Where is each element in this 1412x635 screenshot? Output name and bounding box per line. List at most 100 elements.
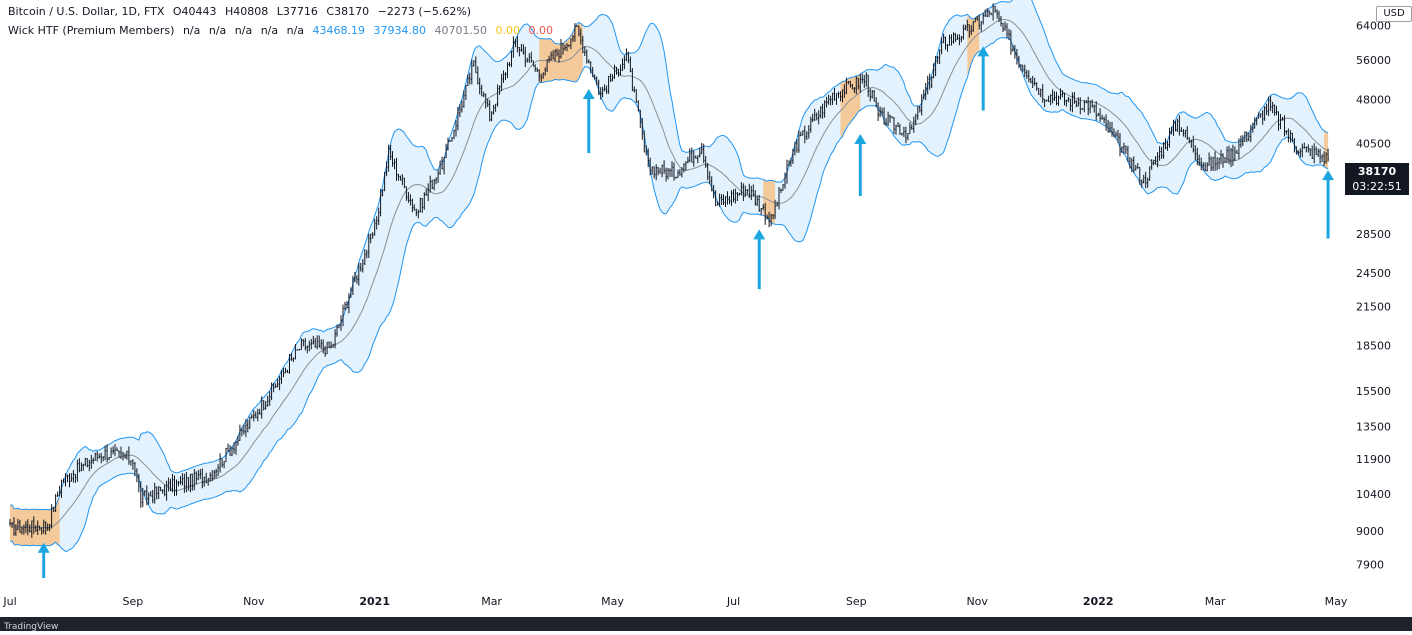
candle: [754, 190, 757, 206]
candle: [1200, 157, 1202, 171]
candle: [42, 519, 45, 534]
candle: [1198, 154, 1200, 167]
candle: [675, 176, 677, 179]
currency-badge[interactable]: USD: [1376, 6, 1412, 22]
candle: [1113, 128, 1115, 138]
candle: [702, 143, 705, 164]
candle: [1232, 144, 1234, 166]
candle: [306, 345, 309, 354]
candle: [15, 524, 17, 536]
candle: [502, 70, 505, 83]
candle: [1269, 95, 1272, 112]
candle: [1123, 142, 1125, 154]
candle: [1075, 100, 1078, 108]
candle: [1033, 77, 1036, 86]
symbol-name[interactable]: Bitcoin / U.S. Dollar, 1D, FTX: [8, 5, 165, 18]
candle: [44, 521, 47, 535]
candle: [401, 174, 404, 186]
candle: [1317, 148, 1319, 157]
candle: [1295, 146, 1298, 155]
candle: [149, 491, 152, 497]
candle: [1131, 158, 1133, 172]
candle: [496, 84, 499, 107]
candle: [1279, 114, 1282, 130]
candle: [815, 112, 818, 121]
candle: [808, 125, 810, 139]
x-tick-label: Mar: [1205, 595, 1226, 608]
candle: [948, 34, 951, 46]
candle: [905, 126, 907, 144]
candle: [253, 410, 255, 422]
candle: [183, 473, 186, 493]
change-value: −2273 (−5.62%): [377, 5, 472, 18]
candle: [469, 72, 471, 85]
indicator-name[interactable]: Wick HTF (Premium Members): [8, 24, 175, 37]
candle: [482, 91, 485, 98]
candle: [837, 91, 840, 99]
candle: [1267, 96, 1270, 116]
candle: [810, 116, 812, 133]
candle: [978, 14, 980, 30]
candle: [1109, 121, 1111, 133]
candle: [195, 471, 198, 485]
candle: [556, 48, 558, 57]
candle: [1111, 121, 1113, 137]
candle: [661, 164, 663, 178]
candle: [272, 382, 275, 393]
candle: [643, 130, 646, 153]
candle: [794, 141, 796, 156]
candle: [1053, 91, 1056, 101]
candle: [1107, 119, 1109, 133]
candle: [851, 84, 854, 90]
candle: [819, 106, 822, 119]
x-tick-label: Sep: [846, 595, 867, 608]
candle: [74, 473, 77, 483]
na-value-1: n/a: [182, 24, 201, 37]
candle: [802, 130, 804, 136]
candle: [433, 179, 435, 191]
candle: [1313, 143, 1315, 164]
candle: [391, 151, 394, 167]
candle: [314, 337, 316, 348]
candle: [1212, 156, 1214, 171]
candle: [756, 195, 758, 206]
candle: [266, 395, 269, 407]
candle: [1035, 82, 1038, 91]
candle: [419, 197, 422, 213]
candle: [441, 156, 443, 170]
tradingview-logo[interactable]: TradingView: [4, 622, 59, 631]
last-price-tag: 38170 03:22:51: [1345, 163, 1409, 195]
candle: [827, 94, 830, 105]
candle: [762, 204, 764, 211]
candle: [1125, 145, 1127, 154]
candle: [1091, 99, 1093, 108]
candle: [324, 346, 326, 357]
candle: [358, 262, 360, 286]
candle: [167, 477, 170, 492]
candle: [542, 72, 544, 79]
candle: [237, 435, 239, 446]
candle: [742, 183, 745, 201]
x-tick-label: Jul: [2, 595, 16, 608]
candle: [1222, 153, 1224, 168]
candle: [480, 84, 483, 97]
candle: [651, 166, 653, 175]
candle: [938, 49, 941, 65]
candle: [397, 173, 400, 181]
candle: [300, 338, 303, 350]
candle: [1194, 145, 1197, 161]
candle: [1030, 77, 1032, 84]
band-fill: [10, 0, 1329, 552]
candle: [219, 453, 221, 473]
candle: [84, 457, 87, 467]
candle: [601, 86, 604, 98]
candle: [284, 367, 287, 374]
candle: [258, 408, 261, 415]
candle: [334, 329, 336, 349]
candle: [1283, 115, 1286, 137]
candle: [1135, 164, 1137, 171]
y-tick-label: 11900: [1356, 453, 1391, 466]
y-tick-label: 7900: [1356, 559, 1384, 572]
candle: [861, 73, 864, 84]
